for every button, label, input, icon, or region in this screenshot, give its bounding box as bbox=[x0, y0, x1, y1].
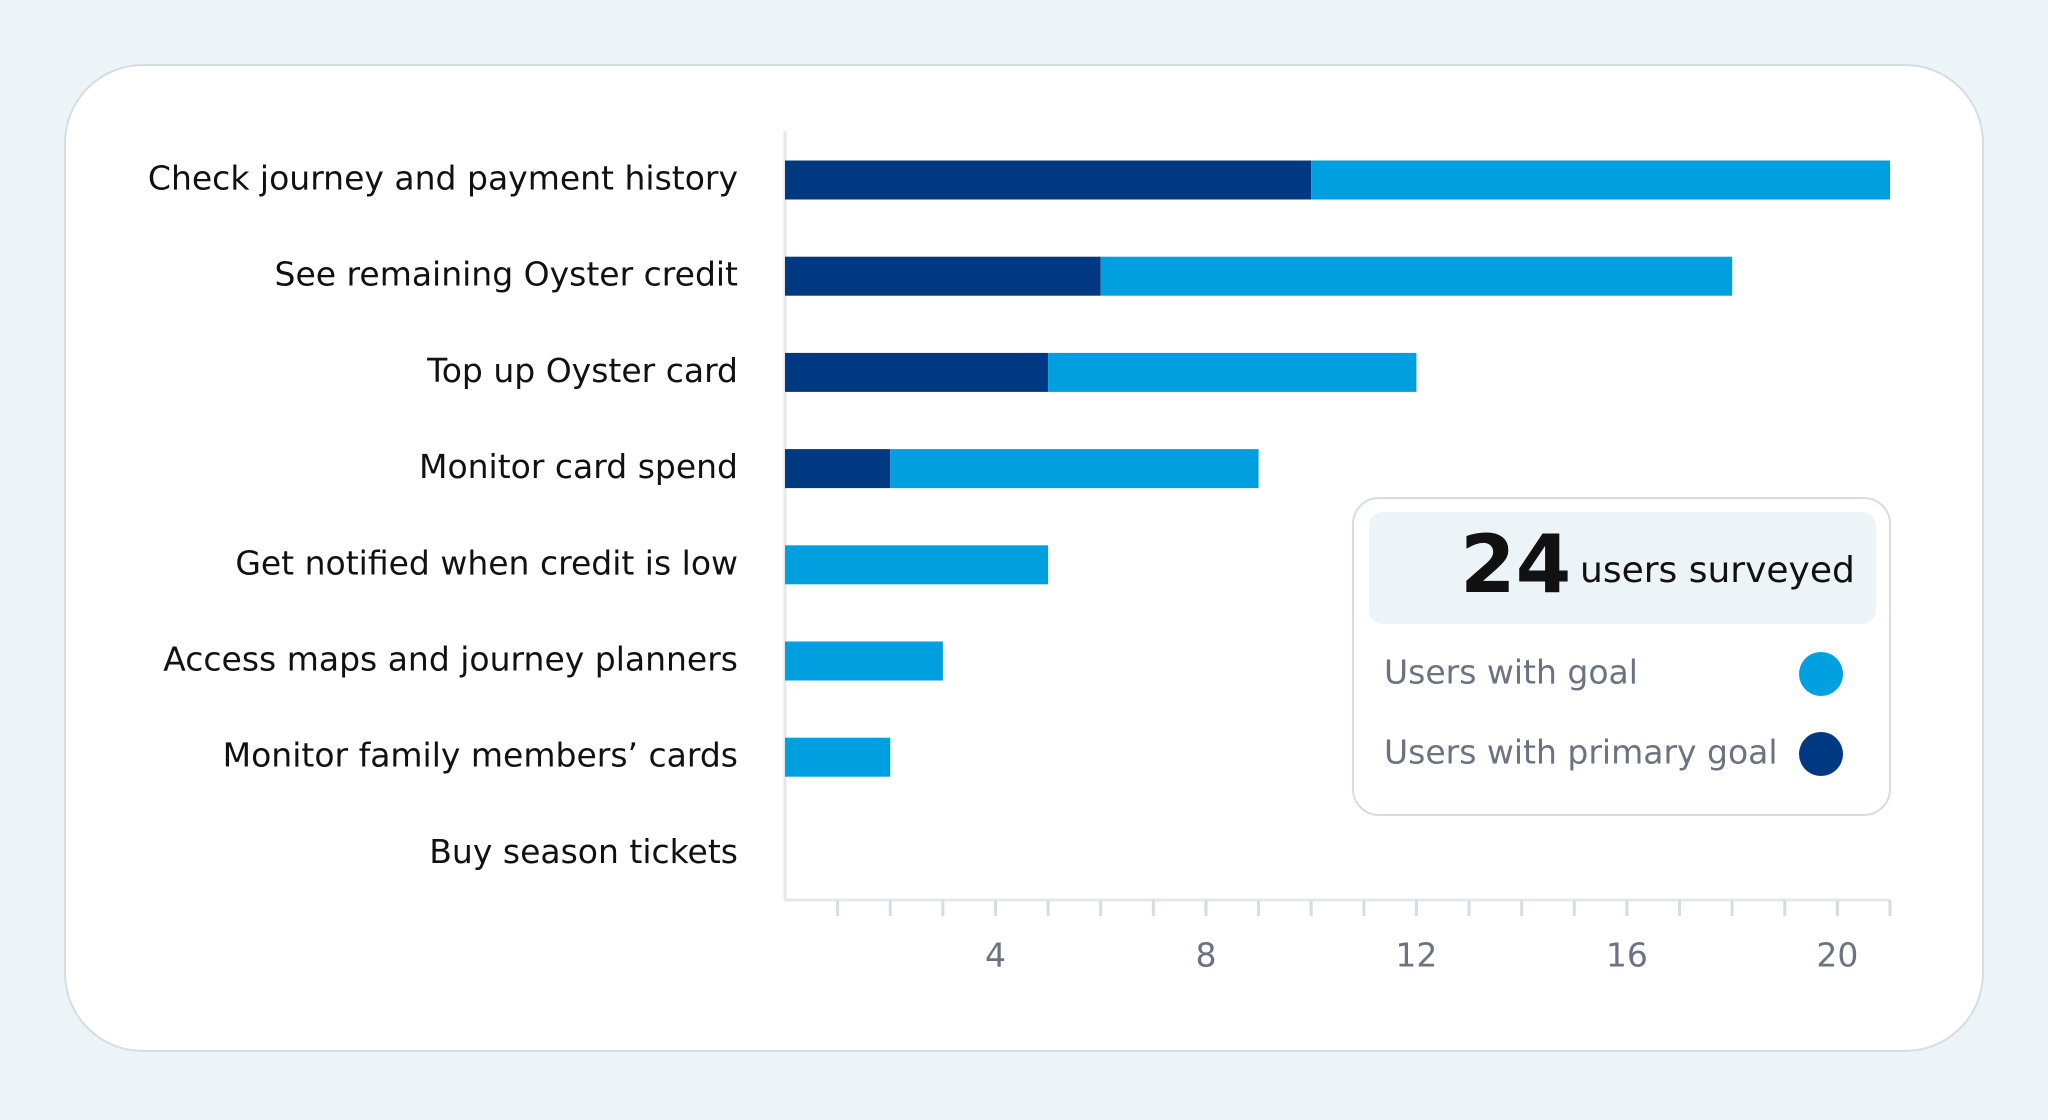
legend-header bbox=[1369, 512, 1876, 624]
bar-segment bbox=[1100, 256, 1733, 296]
bar-segment bbox=[1048, 352, 1417, 392]
bar-segment bbox=[785, 641, 943, 681]
survey-count: 24 bbox=[1460, 518, 1571, 611]
legend: 24 users surveyed Users with goal Users w… bbox=[1352, 497, 1891, 816]
category-label: Monitor family members’ cards bbox=[223, 736, 738, 775]
category-label: Monitor card spend bbox=[419, 447, 738, 486]
x-tick-label: 20 bbox=[1816, 936, 1858, 975]
category-label: Top up Oyster card bbox=[426, 351, 738, 390]
bar-segment bbox=[890, 449, 1259, 489]
bar-segment bbox=[785, 352, 1049, 392]
category-label: Get notified when credit is low bbox=[235, 543, 738, 582]
survey-label: users surveyed bbox=[1580, 550, 1855, 591]
bar-segment bbox=[785, 160, 1312, 200]
category-label: Buy season tickets bbox=[429, 832, 738, 871]
x-tick-label: 4 bbox=[985, 936, 1006, 975]
legend-label: Users with goal bbox=[1384, 653, 1638, 692]
bar-segment bbox=[785, 256, 1101, 296]
x-tick-label: 16 bbox=[1606, 936, 1648, 975]
bar-segment bbox=[785, 545, 1049, 585]
x-tick-label: 12 bbox=[1395, 936, 1437, 975]
bar-segment bbox=[785, 449, 891, 489]
category-label: Check journey and payment history bbox=[148, 159, 738, 198]
bar-segment bbox=[1311, 160, 1890, 200]
x-tick-label: 8 bbox=[1195, 936, 1216, 975]
legend-swatch bbox=[1799, 732, 1843, 776]
category-label: Access maps and journey planners bbox=[163, 640, 738, 679]
legend-swatch bbox=[1799, 652, 1843, 696]
category-label: See remaining Oyster credit bbox=[275, 255, 739, 294]
bar-segment bbox=[785, 737, 891, 777]
legend-label: Users with primary goal bbox=[1384, 733, 1778, 772]
